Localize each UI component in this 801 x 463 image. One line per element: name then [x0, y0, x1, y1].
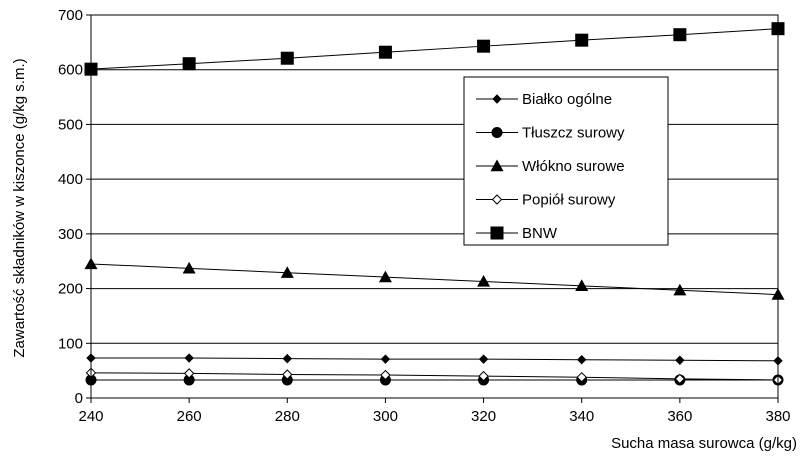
legend-box	[463, 76, 669, 246]
data-point	[478, 354, 489, 364]
legend-label: Białko ogólne	[522, 91, 612, 108]
data-point	[477, 274, 491, 287]
series-line-3	[90, 263, 779, 296]
plot-frame	[90, 14, 779, 399]
data-point	[673, 28, 687, 42]
x-tick-label: 380	[765, 408, 790, 425]
data-point	[380, 354, 391, 364]
x-tick-label: 340	[569, 408, 594, 425]
y-tick-label: 500	[58, 116, 83, 133]
legend: Białko ogólne Tłuszcz surowy Włókno surowe…	[463, 76, 669, 246]
grid-lines	[91, 14, 778, 399]
series-line-1	[91, 357, 779, 362]
tick-labels: 0 100 200 300 400 500 600 700 240 260 280 300 320 340…	[58, 7, 791, 425]
series-lines	[90, 28, 779, 381]
data-point	[378, 45, 392, 59]
y-tick-label: 700	[58, 7, 83, 24]
legend-label: Włókno surowe	[522, 158, 625, 175]
data-point	[184, 353, 194, 363]
x-tick-label: 260	[177, 408, 202, 425]
data-point	[378, 270, 392, 283]
legend-marker	[490, 226, 504, 240]
data-point	[478, 370, 489, 382]
x-tick-label: 360	[667, 408, 692, 425]
legend-label: BNW	[522, 225, 558, 242]
legend-marker	[490, 159, 504, 172]
y-tick-label: 100	[58, 335, 83, 352]
data-point	[674, 373, 686, 385]
data-point	[183, 368, 195, 379]
y-tick-label: 600	[58, 62, 83, 79]
data-point	[575, 33, 589, 47]
x-tick-label: 300	[373, 408, 398, 425]
data-point	[380, 369, 391, 381]
legend-marker	[491, 194, 503, 205]
y-tick-label: 200	[58, 281, 83, 298]
data-point	[575, 279, 589, 292]
series-line-5	[90, 28, 779, 70]
y-tick-label: 400	[58, 171, 83, 188]
data-point	[183, 374, 195, 386]
x-tick-label: 320	[471, 408, 496, 425]
data-point	[280, 51, 294, 65]
y-tick-label: 300	[58, 226, 83, 243]
x-tick-label: 280	[275, 408, 300, 425]
data-point	[673, 283, 687, 296]
x-tick-label: 240	[78, 408, 103, 425]
series-markers	[84, 22, 785, 386]
data-point	[477, 39, 491, 53]
data-point	[280, 266, 294, 278]
data-point	[282, 369, 293, 380]
legend-marker	[492, 94, 502, 104]
data-point	[577, 354, 587, 365]
legend-label: Tłuszcz surowy	[522, 125, 625, 142]
series-line-4	[90, 372, 779, 381]
data-point	[282, 353, 292, 364]
y-axis-label: Zawartość składników w kiszonce (g/kg s.…	[11, 58, 28, 357]
x-axis-label: Sucha masa surowca (g/kg)	[611, 435, 797, 452]
data-point	[182, 57, 196, 71]
data-point	[675, 355, 685, 365]
axes	[86, 14, 779, 403]
y-tick-label: 0	[75, 390, 83, 407]
data-point	[182, 261, 196, 274]
data-point	[281, 374, 293, 386]
data-point	[576, 372, 587, 383]
legend-label: Popiół surowy	[522, 192, 616, 209]
legend-marker	[491, 127, 503, 138]
